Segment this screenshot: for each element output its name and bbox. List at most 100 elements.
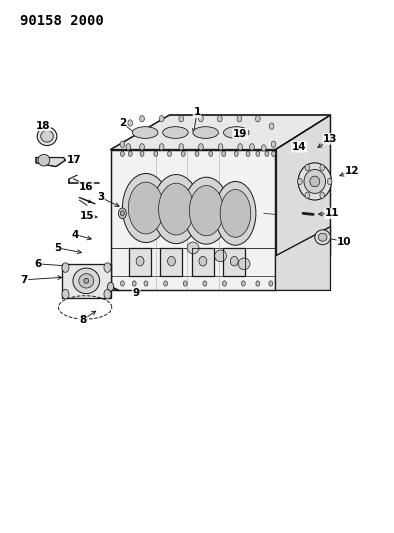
- Circle shape: [144, 281, 148, 286]
- Circle shape: [128, 120, 133, 126]
- Polygon shape: [36, 158, 65, 166]
- Ellipse shape: [38, 155, 50, 166]
- Circle shape: [305, 165, 310, 171]
- Polygon shape: [111, 115, 331, 150]
- Circle shape: [238, 144, 243, 150]
- Text: 1: 1: [193, 107, 201, 117]
- Text: 14: 14: [292, 142, 307, 152]
- Circle shape: [234, 151, 238, 157]
- Circle shape: [159, 144, 164, 150]
- Polygon shape: [223, 248, 245, 276]
- Text: 90158 2000: 90158 2000: [20, 14, 104, 28]
- Circle shape: [199, 116, 203, 122]
- Ellipse shape: [84, 278, 89, 283]
- Circle shape: [179, 116, 184, 122]
- Ellipse shape: [215, 181, 256, 245]
- Text: 7: 7: [20, 275, 28, 285]
- Circle shape: [271, 141, 276, 148]
- Circle shape: [108, 282, 114, 291]
- Polygon shape: [111, 150, 275, 290]
- Circle shape: [237, 116, 242, 122]
- Ellipse shape: [193, 127, 218, 139]
- Circle shape: [199, 144, 203, 150]
- Polygon shape: [160, 248, 182, 276]
- Circle shape: [62, 263, 69, 272]
- Ellipse shape: [298, 163, 331, 200]
- Text: 17: 17: [67, 155, 82, 165]
- Circle shape: [154, 151, 158, 157]
- Ellipse shape: [190, 185, 223, 236]
- Circle shape: [167, 151, 171, 157]
- Circle shape: [250, 144, 254, 150]
- Polygon shape: [192, 248, 214, 276]
- Ellipse shape: [167, 256, 175, 266]
- Ellipse shape: [163, 127, 188, 139]
- Circle shape: [327, 178, 332, 184]
- Ellipse shape: [315, 230, 331, 245]
- Circle shape: [183, 281, 187, 286]
- Circle shape: [132, 281, 136, 286]
- Ellipse shape: [223, 127, 249, 139]
- Ellipse shape: [158, 183, 194, 235]
- Ellipse shape: [220, 189, 251, 237]
- Text: 13: 13: [323, 134, 338, 144]
- Text: 5: 5: [54, 243, 61, 253]
- Text: 18: 18: [36, 120, 50, 131]
- Circle shape: [179, 144, 184, 150]
- Ellipse shape: [310, 176, 320, 187]
- Circle shape: [121, 281, 125, 286]
- Circle shape: [195, 151, 199, 157]
- Circle shape: [140, 144, 144, 150]
- Ellipse shape: [238, 258, 250, 270]
- Ellipse shape: [132, 127, 158, 139]
- Circle shape: [256, 151, 260, 157]
- Circle shape: [209, 151, 213, 157]
- Circle shape: [320, 165, 325, 171]
- Ellipse shape: [230, 256, 238, 266]
- Circle shape: [223, 281, 227, 286]
- Ellipse shape: [187, 242, 199, 254]
- Polygon shape: [129, 248, 151, 276]
- Circle shape: [269, 281, 273, 286]
- Ellipse shape: [304, 169, 325, 193]
- Circle shape: [120, 141, 125, 148]
- Text: 6: 6: [34, 259, 42, 269]
- Text: 16: 16: [79, 182, 93, 192]
- Circle shape: [140, 116, 144, 122]
- Circle shape: [159, 116, 164, 122]
- Text: 10: 10: [337, 237, 351, 247]
- Circle shape: [218, 144, 223, 150]
- Ellipse shape: [123, 173, 169, 243]
- Circle shape: [305, 192, 310, 198]
- Ellipse shape: [184, 177, 229, 244]
- Polygon shape: [61, 264, 111, 298]
- Circle shape: [217, 116, 222, 122]
- Ellipse shape: [73, 268, 100, 294]
- Circle shape: [297, 178, 302, 184]
- Ellipse shape: [215, 250, 227, 262]
- Circle shape: [119, 208, 126, 219]
- Text: 11: 11: [325, 208, 340, 219]
- Circle shape: [203, 281, 207, 286]
- Circle shape: [104, 263, 111, 272]
- Circle shape: [261, 145, 266, 151]
- Circle shape: [121, 151, 125, 157]
- Circle shape: [265, 151, 269, 157]
- Text: 2: 2: [119, 118, 126, 128]
- Circle shape: [62, 289, 69, 299]
- Ellipse shape: [199, 256, 207, 266]
- Text: 3: 3: [97, 192, 104, 203]
- Circle shape: [140, 151, 144, 157]
- Text: 4: 4: [72, 230, 79, 240]
- Ellipse shape: [79, 273, 94, 288]
- Text: 19: 19: [233, 128, 247, 139]
- Circle shape: [256, 281, 260, 286]
- Circle shape: [320, 192, 325, 198]
- Polygon shape: [275, 227, 331, 290]
- Circle shape: [181, 151, 185, 157]
- Circle shape: [128, 151, 132, 157]
- Ellipse shape: [128, 182, 164, 234]
- Text: 9: 9: [133, 288, 140, 298]
- Ellipse shape: [37, 127, 57, 146]
- Circle shape: [271, 151, 275, 157]
